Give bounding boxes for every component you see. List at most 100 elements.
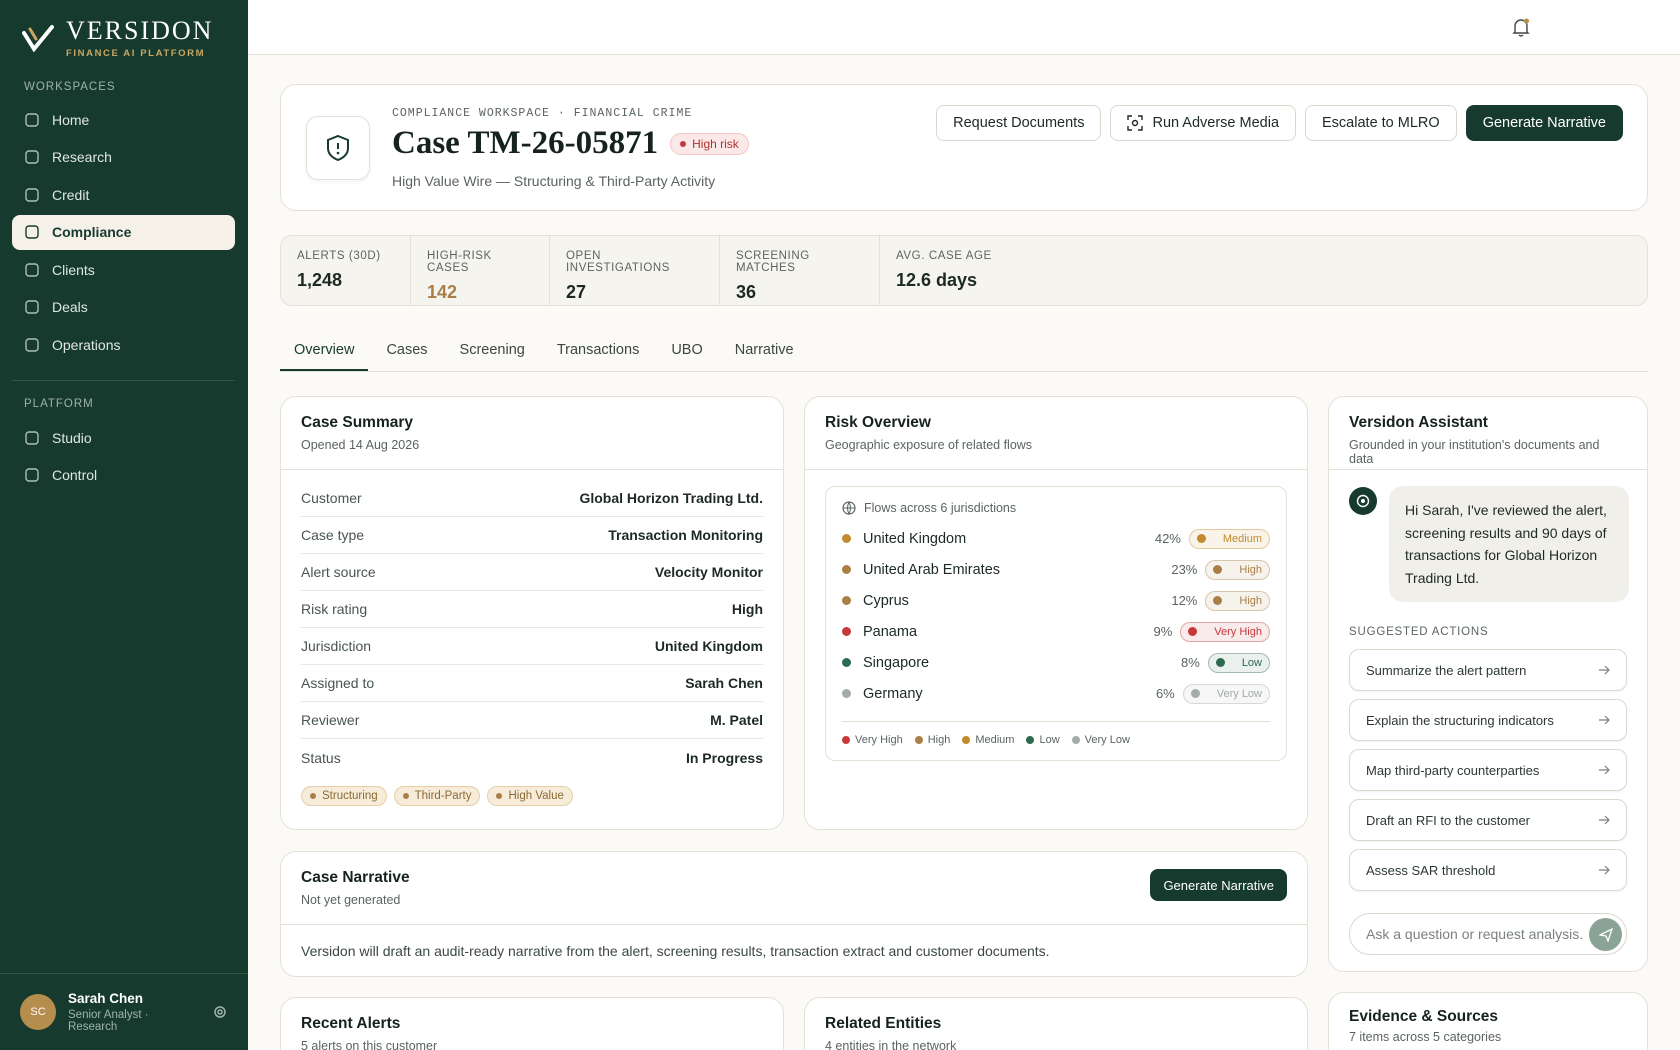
nav-icon	[25, 468, 39, 482]
card-title: Risk Overview	[825, 414, 931, 431]
suggestion[interactable]: Draft an RFI to the customer	[1349, 799, 1627, 841]
summary-key: Status	[301, 749, 341, 766]
card-title: Case Narrative	[301, 869, 410, 886]
nav-item[interactable]: Compliance	[12, 214, 235, 250]
tab[interactable]: Cases	[386, 342, 428, 358]
level-label: High	[1239, 563, 1262, 576]
nav-label: Clients	[52, 261, 95, 278]
kpi-strip: ALERTS (30D) 1,248 HIGH-RISK CASES 142 OPEN …	[280, 235, 1648, 306]
chat-input[interactable]: Ask a question or request analysis.	[1349, 913, 1627, 955]
user-name: Sarah Chen	[68, 991, 144, 1006]
jurisdiction-row: Panama 9% Very High	[842, 616, 1270, 647]
suggestion[interactable]: Explain the structuring indicators	[1349, 699, 1627, 741]
jurisdiction-panel: Flows across 6 jurisdictions United King…	[825, 486, 1287, 761]
user-panel[interactable]: SC Sarah Chen Senior Analyst · Research	[0, 973, 248, 1050]
share: 42%	[1154, 531, 1181, 546]
suggestion[interactable]: Map third-party counterparties	[1349, 749, 1627, 791]
sidebar: VERSIDON FINANCE AI PLATFORM WORKSPACES …	[0, 0, 248, 1050]
tag-label: High Value	[508, 790, 564, 802]
risk-level: Medium	[1188, 528, 1270, 549]
tab[interactable]: Overview	[280, 332, 369, 371]
generate-narrative-button[interactable]: Generate Narrative	[1150, 869, 1287, 901]
kpi: ALERTS (30D) 1,248	[281, 236, 411, 305]
kpi-label: HIGH-RISK CASES	[427, 250, 492, 274]
nav-label: Studio	[52, 429, 92, 446]
action-button[interactable]: Generate Narrative	[1465, 105, 1623, 141]
title-row: Case TM-26-05871 High risk	[392, 125, 749, 162]
nav-item[interactable]: Research	[12, 140, 235, 175]
summary-list: Customer Global Horizon Trading Ltd. Case …	[281, 470, 783, 776]
panel-heading: Flows across 6 jurisdictions	[864, 501, 1017, 515]
arrow-icon	[1599, 765, 1610, 775]
risk-badge: High risk	[670, 132, 749, 155]
kpi-label: SCREENING MATCHES	[736, 250, 810, 274]
topbar	[248, 0, 1680, 55]
summary-key: Alert source	[301, 564, 376, 580]
tab[interactable]: Screening	[459, 342, 525, 358]
action-button[interactable]: Escalate to MLRO	[1305, 105, 1457, 141]
narrative-body: Versidon will draft an audit-ready narra…	[301, 943, 1050, 959]
level-label: Medium	[1222, 532, 1262, 545]
country: United Kingdom	[863, 530, 967, 547]
assistant-avatar	[1349, 487, 1377, 515]
legend-dot	[914, 736, 923, 744]
card-title: Case Summary	[301, 414, 414, 431]
suggestion-label: Explain the structuring indicators	[1366, 712, 1554, 728]
kpi: OPEN INVESTIGATIONS 27	[550, 236, 720, 305]
nav-icon	[25, 262, 39, 277]
assistant: Versidon Assistant Grounded in your insti…	[1328, 396, 1648, 972]
suggestion-label: Map third-party counterparties	[1366, 762, 1540, 778]
legend-dot	[842, 736, 850, 744]
brand-tagline: FINANCE AI PLATFORM	[66, 48, 206, 59]
nav-item[interactable]: Credit	[12, 177, 235, 212]
risk-dot	[842, 627, 851, 636]
nav-item[interactable]: Operations	[12, 327, 235, 362]
suggestion-label: Summarize the alert pattern	[1366, 662, 1527, 678]
action-button[interactable]: Run Adverse Media	[1110, 105, 1297, 141]
section-label: SUGGESTED ACTIONS	[1349, 626, 1489, 638]
nav-item[interactable]: Studio	[12, 420, 235, 455]
notifications[interactable]	[1512, 18, 1530, 38]
jurisdiction-row: Singapore 8% Low	[842, 647, 1270, 678]
arrow-icon	[1599, 815, 1610, 825]
nav-item[interactable]: Home	[12, 102, 235, 137]
action-label: Escalate to MLRO	[1322, 115, 1440, 131]
risk-dot	[842, 534, 851, 543]
card-title: Related Entities	[825, 1015, 942, 1032]
nav-item[interactable]: Clients	[12, 252, 235, 287]
kpi: AVG. CASE AGE 12.6 days	[880, 236, 1050, 305]
share: 6%	[1155, 686, 1175, 701]
tab[interactable]: UBO	[671, 342, 703, 358]
tab[interactable]: Narrative	[734, 342, 794, 358]
legend-dot	[1071, 736, 1080, 744]
legend-label: Low	[1039, 734, 1060, 746]
nav-label: Home	[52, 111, 90, 128]
country: United Arab Emirates	[863, 561, 1001, 578]
legend: Very High High Medium Low Very Low	[842, 721, 1270, 746]
risk-dot	[842, 658, 851, 667]
action-label: Run Adverse Media	[1152, 115, 1280, 131]
kpi-value: 142	[427, 282, 458, 302]
summary-row: Status In Progress	[301, 739, 763, 776]
tag-dot	[310, 793, 316, 799]
nav-item[interactable]: Control	[12, 458, 235, 493]
action-button[interactable]: Request Documents	[936, 105, 1102, 141]
send-button[interactable]	[1589, 918, 1622, 951]
tag-dot	[496, 793, 503, 799]
summary-row: Alert source Velocity Monitor	[301, 554, 763, 591]
summary-row: Case type Transaction Monitoring	[301, 517, 763, 554]
settings-icon[interactable]	[212, 1004, 228, 1020]
action-label: Request Documents	[953, 115, 1085, 131]
nav-item[interactable]: Deals	[12, 290, 235, 325]
suggestion[interactable]: Assess SAR threshold	[1349, 849, 1627, 891]
kpi-label: OPEN INVESTIGATIONS	[566, 250, 671, 274]
card-title: Versidon Assistant	[1349, 414, 1488, 431]
country: Germany	[863, 685, 923, 702]
card-subtitle: Opened 14 Aug 2026	[301, 438, 420, 452]
level-dot	[1196, 534, 1206, 543]
tab[interactable]: Transactions	[556, 342, 640, 358]
level-dot	[1188, 627, 1198, 636]
suggestion[interactable]: Summarize the alert pattern	[1349, 649, 1627, 691]
case-icon	[306, 116, 370, 180]
kpi: HIGH-RISK CASES 142	[411, 236, 550, 305]
